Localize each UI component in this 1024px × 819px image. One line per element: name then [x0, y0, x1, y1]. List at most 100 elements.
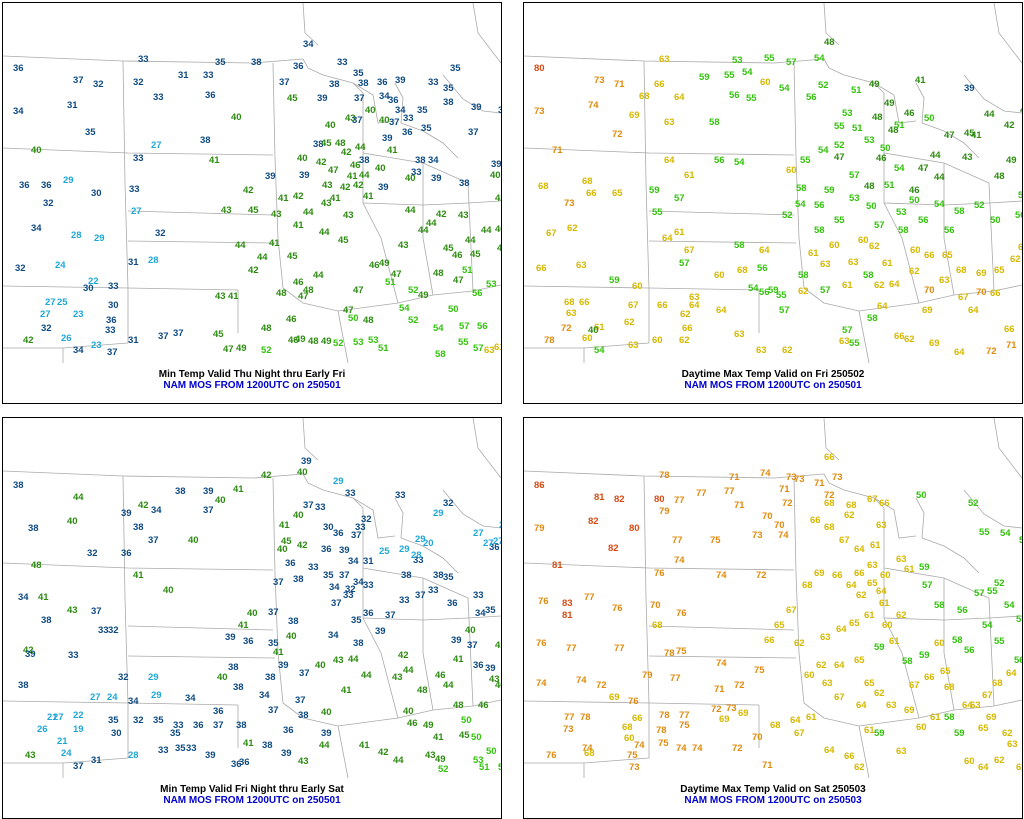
- station-temp-label: 54: [894, 163, 905, 174]
- station-temp-label: 43: [298, 756, 309, 767]
- station-temp-label: 62: [679, 335, 690, 346]
- station-temp-label: 49: [884, 98, 895, 109]
- station-temp-label: 68: [770, 720, 781, 731]
- boundary-line: [524, 55, 825, 64]
- station-temp-label: 63: [659, 54, 670, 65]
- station-temp-label: 75: [754, 665, 765, 676]
- station-temp-label: 58: [796, 183, 807, 194]
- station-temp-label: 66: [924, 250, 935, 261]
- station-temp-label: 46: [478, 700, 489, 711]
- station-temp-label: 24: [61, 748, 72, 759]
- boundary-line: [803, 702, 920, 727]
- station-temp-label: 60: [964, 756, 975, 767]
- station-temp-label: 48: [363, 315, 374, 326]
- station-temp-label: 66: [832, 570, 843, 581]
- station-temp-label: 40: [403, 706, 414, 717]
- station-temp-label: 81: [594, 492, 605, 503]
- station-temp-label: 40: [325, 120, 336, 131]
- station-temp-label: 51: [462, 265, 473, 276]
- station-temp-label: 33: [186, 743, 197, 754]
- station-temp-label: 38: [265, 672, 276, 683]
- station-temp-label: 40: [247, 608, 258, 619]
- station-temp-label: 60: [632, 281, 643, 292]
- boundary-line: [397, 284, 501, 304]
- station-temp-label: 39: [964, 83, 975, 94]
- station-temp-label: 42: [248, 265, 259, 276]
- station-temp-label: 46: [286, 314, 297, 325]
- boundary-line: [883, 615, 1022, 621]
- station-temp-label: 44: [393, 755, 404, 766]
- station-temp-label: 78: [659, 470, 670, 481]
- station-temp-label: 52: [408, 285, 419, 296]
- boundary-line: [943, 578, 955, 711]
- station-temp-label: 54: [818, 145, 829, 156]
- station-temp-label: 39: [451, 635, 462, 646]
- station-temp-label: 66: [632, 713, 643, 724]
- station-temp-label: 46: [909, 185, 920, 196]
- station-temp-label: 31: [128, 335, 139, 346]
- station-temp-label: 58: [898, 225, 909, 236]
- station-temp-label: 67: [546, 228, 557, 239]
- station-temp-label: 30: [111, 728, 122, 739]
- boundary-line: [127, 210, 274, 216]
- station-temp-label: 35: [443, 572, 454, 583]
- station-temp-label: 56: [806, 92, 817, 103]
- panel-title: Daytime Max Temp Valid on Fri 250502: [681, 369, 865, 380]
- boundary-line: [883, 152, 990, 184]
- station-temp-label: 66: [579, 297, 590, 308]
- station-temp-label: 35: [85, 127, 96, 138]
- station-temp-label: 66: [764, 635, 775, 646]
- station-temp-label: 42: [341, 147, 352, 158]
- station-temp-label: 67: [628, 300, 639, 311]
- station-temp-label: 65: [854, 655, 865, 666]
- station-temp-label: 64: [846, 580, 857, 591]
- station-temp-label: 59: [874, 642, 885, 653]
- station-temp-label: 70: [762, 511, 773, 522]
- station-temp-label: 27: [493, 536, 501, 547]
- boundary-line: [362, 567, 469, 599]
- station-temp-label: 38: [262, 740, 273, 751]
- station-temp-label: 63: [566, 308, 577, 319]
- station-temp-label: 53: [473, 755, 484, 766]
- station-temp-label: 63: [820, 632, 831, 643]
- station-temp-label: 55: [652, 207, 663, 218]
- station-temp-label: 49: [869, 79, 880, 90]
- station-temp-label: 25: [379, 546, 390, 557]
- station-temp-label: 57: [849, 170, 860, 181]
- station-temp-label: 64: [836, 624, 847, 635]
- station-temp-label: 82: [614, 494, 625, 505]
- station-temp-label: 32: [15, 263, 26, 274]
- station-temp-label: 41: [278, 193, 289, 204]
- station-temp-label: 41: [915, 75, 926, 86]
- station-temp-label: 38: [28, 523, 39, 534]
- station-temp-label: 42: [398, 650, 409, 661]
- station-temp-label: 66: [854, 568, 865, 579]
- station-temp-label: 69: [629, 110, 640, 121]
- station-temp-label: 47: [453, 275, 464, 286]
- station-temp-label: 63: [896, 554, 907, 565]
- station-temp-label: 83: [562, 598, 573, 609]
- station-temp-label: 60: [624, 733, 635, 744]
- station-temp-label: 35: [485, 605, 496, 616]
- station-temp-label: 48: [864, 181, 875, 192]
- station-temp-label: 30: [91, 188, 102, 199]
- station-temp-label: 73: [629, 762, 640, 773]
- station-temp-label: 22: [73, 710, 84, 721]
- station-temp-label: 44: [73, 492, 84, 503]
- station-temp-label: 48: [417, 685, 428, 696]
- station-temp-label: 29: [151, 690, 162, 701]
- station-temp-label: 62: [904, 334, 915, 345]
- station-temp-label: 53: [849, 193, 860, 204]
- station-temp-label: 45: [964, 128, 975, 139]
- station-temp-label: 36: [489, 542, 500, 553]
- station-temp-label: 29: [94, 233, 105, 244]
- station-temp-label: 29: [63, 175, 74, 186]
- station-temp-label: 33: [345, 488, 356, 499]
- boundary-line: [988, 597, 995, 707]
- station-temp-label: 30: [83, 283, 94, 294]
- station-temp-label: 47: [343, 305, 354, 316]
- station-temp-label: 68: [584, 748, 595, 759]
- station-temp-label: 77: [564, 712, 575, 723]
- station-temp-label: 60: [760, 77, 771, 88]
